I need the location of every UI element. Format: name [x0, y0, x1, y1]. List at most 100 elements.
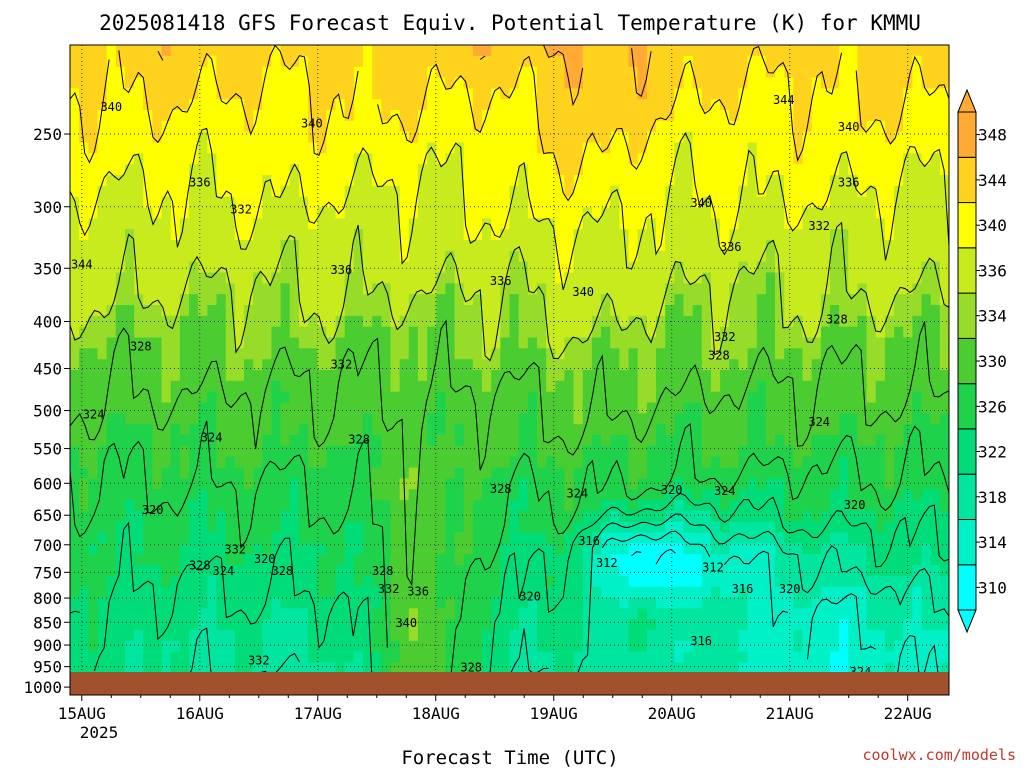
field-cell	[720, 66, 730, 79]
field-cell	[161, 575, 172, 588]
field-cell	[463, 554, 474, 566]
field-cell	[573, 478, 584, 490]
field-cell	[820, 66, 831, 79]
field-cell	[363, 131, 373, 144]
field-cell	[573, 272, 584, 284]
field-cell	[518, 175, 529, 187]
field-cell	[701, 391, 712, 404]
field-cell	[793, 348, 804, 360]
field-cell	[482, 391, 492, 404]
field-cell	[564, 456, 575, 469]
field-cell	[289, 608, 300, 620]
field-cell	[784, 45, 794, 57]
field-cell	[417, 55, 428, 68]
field-cell	[765, 651, 776, 664]
field-cell	[225, 185, 236, 198]
field-cell	[591, 77, 602, 89]
field-cell	[710, 175, 721, 187]
field-cell	[619, 640, 630, 653]
field-cell	[491, 370, 501, 382]
field-cell	[802, 521, 813, 534]
field-cell	[271, 164, 282, 176]
field-cell	[353, 185, 364, 198]
field-cell	[820, 597, 831, 609]
field-cell	[564, 500, 575, 512]
field-cell	[509, 630, 520, 642]
field-cell	[189, 229, 199, 241]
field-cell	[207, 315, 218, 328]
field-cell	[124, 467, 135, 479]
field-cell	[390, 240, 401, 252]
field-cell	[271, 272, 282, 284]
field-cell	[298, 489, 309, 501]
field-cell	[665, 630, 675, 642]
field-cell	[747, 99, 758, 111]
field-cell	[463, 521, 474, 534]
field-cell	[591, 608, 602, 620]
field-cell	[619, 565, 630, 577]
field-cell	[665, 532, 675, 544]
field-cell	[271, 77, 282, 89]
field-cell	[829, 196, 840, 209]
field-cell	[491, 565, 501, 577]
field-cell	[582, 164, 593, 176]
field-cell	[417, 608, 428, 620]
field-cell	[97, 55, 108, 68]
field-cell	[601, 120, 611, 133]
field-cell	[536, 207, 547, 219]
field-cell	[170, 391, 181, 404]
field-cell	[243, 478, 254, 490]
field-cell	[106, 142, 117, 154]
field-cell	[152, 651, 163, 664]
field-cell	[500, 575, 511, 588]
field-cell	[710, 575, 721, 588]
field-cell	[546, 619, 556, 631]
field-cell	[88, 240, 99, 252]
field-cell	[289, 272, 300, 284]
field-cell	[674, 608, 685, 620]
field-cell	[601, 445, 611, 458]
field-cell	[372, 55, 382, 68]
field-cell	[573, 185, 584, 198]
field-cell	[674, 164, 685, 176]
field-cell	[527, 55, 538, 68]
field-cell	[408, 348, 419, 360]
field-cell	[701, 196, 712, 209]
field-cell	[454, 348, 465, 360]
field-cell	[454, 532, 465, 544]
field-cell	[79, 55, 89, 68]
field-cell	[363, 55, 373, 68]
field-cell	[573, 88, 584, 100]
field-cell	[472, 326, 483, 339]
field-cell	[88, 619, 99, 631]
field-cell	[820, 630, 831, 642]
field-cell	[573, 630, 584, 642]
field-cell	[363, 240, 373, 252]
field-cell	[170, 305, 181, 317]
field-cell	[97, 619, 108, 631]
field-cell	[280, 326, 291, 339]
field-cell	[573, 456, 584, 469]
field-cell	[619, 99, 630, 111]
field-cell	[216, 272, 227, 284]
field-cell	[179, 543, 190, 555]
field-cell	[271, 185, 282, 198]
field-cell	[637, 348, 648, 360]
field-cell	[308, 510, 318, 523]
field-cell	[729, 88, 740, 100]
field-cell	[161, 662, 172, 674]
field-cell	[591, 554, 602, 566]
field-cell	[747, 413, 758, 425]
field-cell	[619, 554, 630, 566]
field-cell	[289, 164, 300, 176]
field-cell	[729, 55, 740, 68]
field-cell	[262, 391, 273, 404]
field-cell	[619, 359, 630, 371]
field-cell	[729, 640, 740, 653]
field-cell	[591, 640, 602, 653]
field-cell	[701, 500, 712, 512]
field-cell	[646, 55, 657, 68]
field-cell	[427, 272, 437, 284]
field-cell	[79, 445, 89, 458]
field-cell	[646, 554, 657, 566]
